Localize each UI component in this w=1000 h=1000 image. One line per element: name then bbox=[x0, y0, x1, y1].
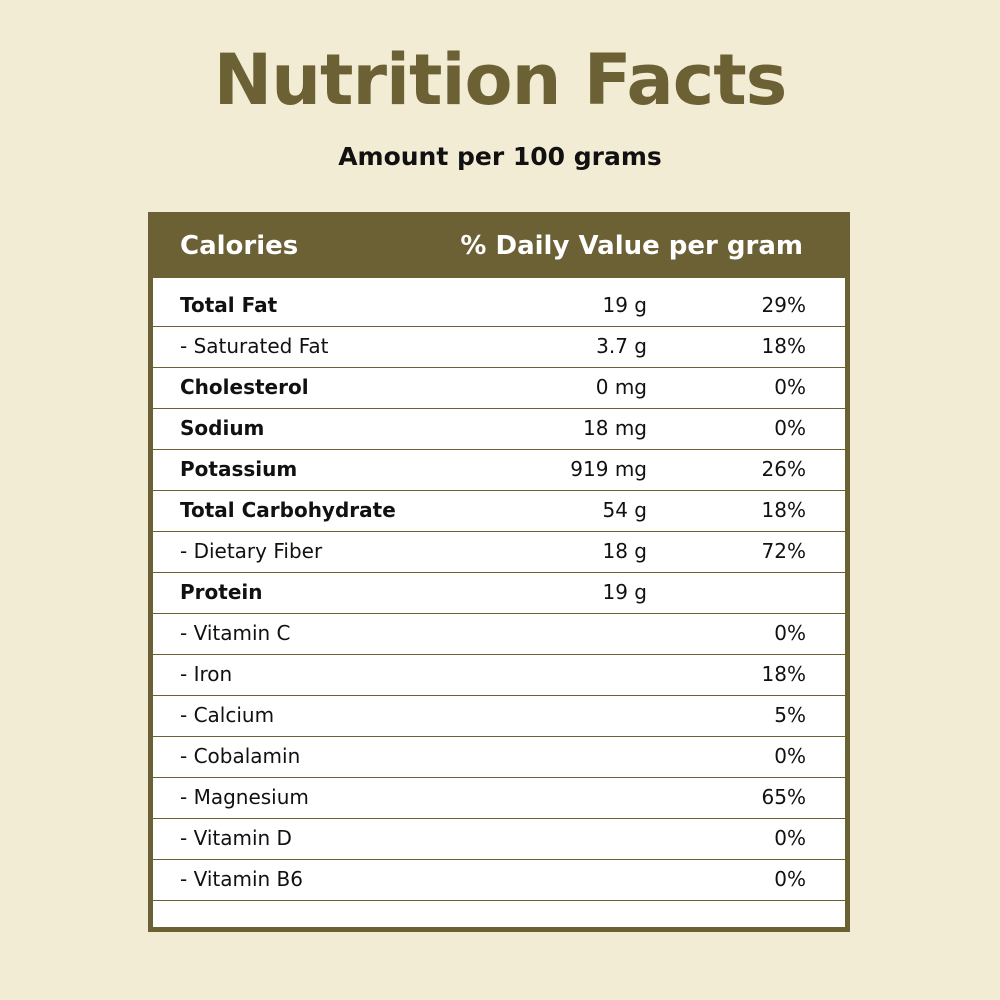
table-row: Sodium 18 mg 0% bbox=[153, 409, 845, 450]
nutrient-amount: 0 mg bbox=[595, 375, 647, 399]
table-row: - Calcium 5% bbox=[153, 696, 845, 737]
table-row: - Magnesium 65% bbox=[153, 778, 845, 819]
nutrient-amount: 18 g bbox=[602, 539, 647, 563]
nutrient-label: Total Carbohydrate bbox=[180, 498, 396, 522]
table-row: - Vitamin C 0% bbox=[153, 614, 845, 655]
nutrient-daily-percent: 0% bbox=[774, 375, 806, 399]
nutrient-daily-percent: 26% bbox=[761, 457, 806, 481]
nutrient-label: - Cobalamin bbox=[180, 744, 301, 768]
nutrient-label: - Vitamin C bbox=[180, 621, 291, 645]
nutrient-daily-percent: 0% bbox=[774, 826, 806, 850]
nutrient-label: Sodium bbox=[180, 416, 265, 440]
nutrient-label: - Vitamin B6 bbox=[180, 867, 303, 891]
nutrient-amount: 19 g bbox=[602, 293, 647, 317]
nutrient-label: Total Fat bbox=[180, 293, 278, 317]
nutrient-label: - Vitamin D bbox=[180, 826, 292, 850]
nutrient-daily-percent: 72% bbox=[761, 539, 806, 563]
table-row: - Iron 18% bbox=[153, 655, 845, 696]
nutrient-daily-percent: 0% bbox=[774, 621, 806, 645]
nutrient-amount: 919 mg bbox=[570, 457, 647, 481]
nutrient-daily-percent: 29% bbox=[761, 293, 806, 317]
nutrient-label: Cholesterol bbox=[180, 375, 309, 399]
table-row: Cholesterol 0 mg 0% bbox=[153, 368, 845, 409]
nutrient-daily-percent: 18% bbox=[761, 334, 806, 358]
table-row: Protein 19 g bbox=[153, 573, 845, 614]
nutrient-daily-percent: 0% bbox=[774, 867, 806, 891]
nutrient-daily-percent: 5% bbox=[774, 703, 806, 727]
nutrient-label: - Iron bbox=[180, 662, 233, 686]
serving-subtitle: Amount per 100 grams bbox=[338, 142, 662, 171]
nutrient-amount: 18 mg bbox=[583, 416, 647, 440]
table-body: Total Fat 19 g 29% - Saturated Fat 3.7 g 18% C… bbox=[153, 278, 845, 901]
nutrient-label: - Calcium bbox=[180, 703, 275, 727]
nutrient-label: Protein bbox=[180, 580, 263, 604]
table-row: - Cobalamin 0% bbox=[153, 737, 845, 778]
nutrient-daily-percent: 0% bbox=[774, 744, 806, 768]
table-row: Potassium 919 mg 26% bbox=[153, 450, 845, 491]
table-row: - Saturated Fat 3.7 g 18% bbox=[153, 327, 845, 368]
nutrient-amount: 19 g bbox=[602, 580, 647, 604]
table-row: - Vitamin D 0% bbox=[153, 819, 845, 860]
nutrient-label: - Dietary Fiber bbox=[180, 539, 323, 563]
nutrient-daily-percent: 18% bbox=[761, 662, 806, 686]
nutrient-label: - Saturated Fat bbox=[180, 334, 329, 358]
table-header: Calories % Daily Value per gram bbox=[148, 212, 850, 278]
table-row: - Dietary Fiber 18 g 72% bbox=[153, 532, 845, 573]
page-title: Nutrition Facts bbox=[213, 39, 788, 121]
nutrient-amount: 54 g bbox=[602, 498, 647, 522]
table-row: - Vitamin B6 0% bbox=[153, 860, 845, 901]
header-daily-value: % Daily Value per gram bbox=[460, 231, 803, 261]
table-row: Total Fat 19 g 29% bbox=[153, 278, 845, 327]
nutrient-daily-percent: 65% bbox=[761, 785, 806, 809]
nutrition-table: Calories % Daily Value per gram Total Fa… bbox=[148, 212, 850, 932]
nutrient-label: - Magnesium bbox=[180, 785, 309, 809]
table-row: Total Carbohydrate 54 g 18% bbox=[153, 491, 845, 532]
nutrient-amount: 3.7 g bbox=[596, 334, 647, 358]
nutrient-daily-percent: 18% bbox=[761, 498, 806, 522]
header-calories: Calories bbox=[180, 231, 299, 261]
nutrient-label: Potassium bbox=[180, 457, 298, 481]
nutrient-daily-percent: 0% bbox=[774, 416, 806, 440]
